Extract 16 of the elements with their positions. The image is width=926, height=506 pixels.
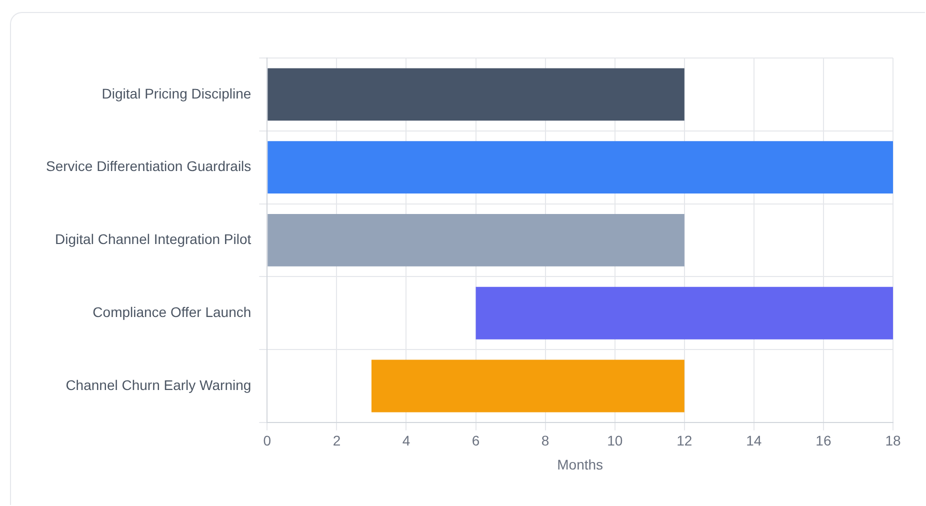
y-tick-label: Digital Channel Integration Pilot bbox=[55, 231, 252, 248]
y-tick-label: Channel Churn Early Warning bbox=[66, 376, 252, 393]
x-tick-label: 0 bbox=[263, 432, 272, 449]
x-axis-title: Months bbox=[557, 456, 604, 472]
x-tick-label: 10 bbox=[607, 432, 623, 449]
y-tick-label: Compliance Offer Launch bbox=[92, 304, 252, 320]
y-tick-label: Digital Pricing Discipline bbox=[102, 85, 252, 102]
x-tick-label: 14 bbox=[746, 432, 762, 449]
x-tick-label: 8 bbox=[541, 432, 550, 449]
x-tick-label: 12 bbox=[676, 432, 692, 449]
x-tick-label: 4 bbox=[402, 432, 410, 449]
y-tick-label: Service Differentiation Guardrails bbox=[46, 158, 252, 174]
x-tick-label: 2 bbox=[332, 432, 341, 449]
x-tick-label: 6 bbox=[472, 432, 480, 449]
x-tick-label: 18 bbox=[885, 432, 901, 449]
x-tick-label: 16 bbox=[816, 432, 832, 449]
